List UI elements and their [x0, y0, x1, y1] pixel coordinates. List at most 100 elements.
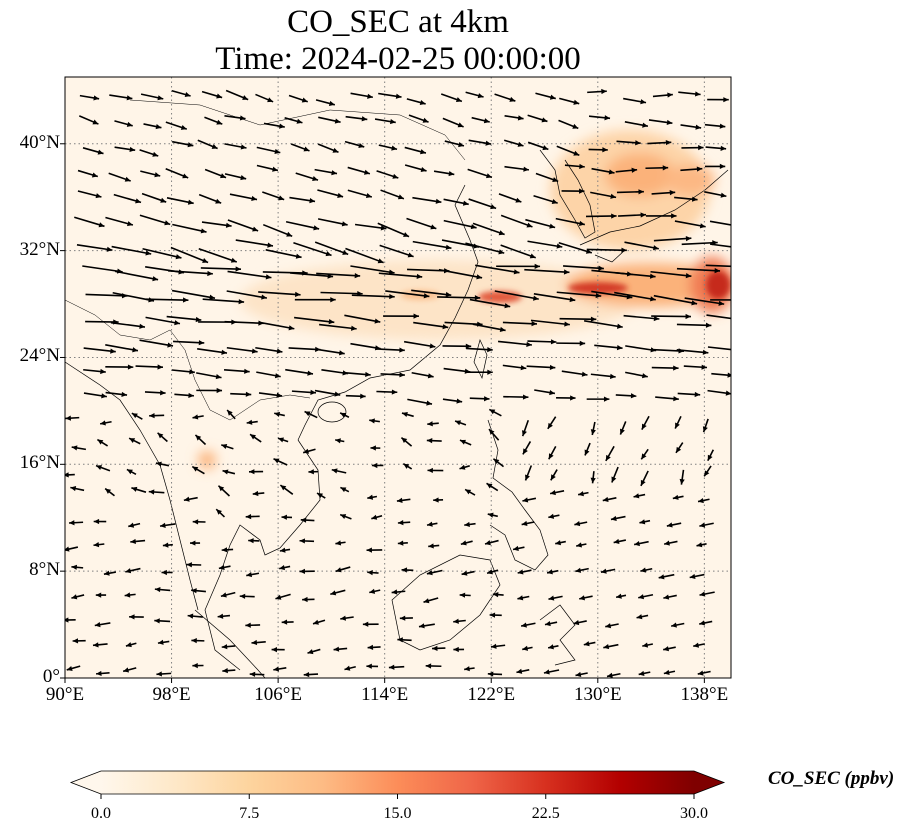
wind-arrow-head: [465, 489, 472, 495]
y-tick-label: 32°N: [19, 238, 60, 260]
wind-arrow-head: [286, 231, 293, 237]
wind-arrow-head: [369, 418, 375, 424]
wind-arrow-head: [157, 364, 163, 370]
colorbar-tick-label: 15.0: [383, 805, 412, 822]
wind-arrow-head: [541, 117, 548, 123]
wind-arrow-head: [98, 222, 105, 228]
wind-arrow-head: [361, 116, 368, 122]
wind-arrow-head: [522, 497, 529, 503]
wind-arrow-head: [664, 540, 670, 546]
wind-arrow-head: [427, 467, 433, 474]
wind-arrow-shaft: [413, 321, 449, 329]
wind-arrow-head: [590, 477, 596, 484]
wind-arrow-shaft: [500, 244, 537, 259]
wind-arrow-head: [338, 350, 345, 356]
wind-arrow-head: [666, 522, 673, 528]
wind-arrow-shaft: [475, 264, 520, 274]
wind-arrow-shaft: [472, 222, 505, 236]
wind-arrow-head: [152, 151, 159, 157]
wind-arrow-head: [126, 121, 133, 127]
wind-arrow-head: [388, 664, 395, 670]
wind-arrow-head: [548, 513, 555, 519]
wind-arrow-shaft: [235, 239, 274, 247]
wind-arrow-head: [696, 166, 703, 172]
wind-arrow-head: [317, 493, 324, 499]
wind-arrow-head: [723, 97, 729, 103]
wind-arrow-head: [667, 92, 673, 98]
wind-arrow-head: [161, 569, 167, 576]
wind-arrow-head: [124, 176, 131, 182]
y-tick-label: 40°N: [19, 131, 60, 153]
wind-arrow-head: [160, 197, 167, 203]
wind-arrow-head: [200, 228, 207, 234]
wind-arrow-head: [603, 396, 610, 402]
wind-arrow-head: [470, 224, 477, 230]
wind-arrow-shaft: [171, 289, 216, 299]
wind-arrow-head: [649, 273, 656, 279]
wind-arrow-head: [92, 119, 99, 125]
wind-arrow-shaft: [319, 323, 357, 330]
wind-arrow-shaft: [563, 265, 604, 270]
wind-arrow-head: [365, 193, 372, 199]
wind-arrow-head: [427, 521, 433, 527]
wind-arrow-head: [638, 189, 644, 195]
tick-marks: [60, 143, 705, 683]
wind-arrow-head: [671, 622, 677, 628]
wind-arrow-head: [391, 589, 398, 595]
wind-arrow-head: [182, 297, 189, 303]
wind-arrow-shaft: [465, 242, 505, 254]
wind-arrow-head: [499, 326, 506, 333]
wind-arrow-head: [72, 638, 79, 644]
wind-arrow-head: [156, 671, 162, 677]
wind-arrow-head: [155, 124, 162, 130]
wind-arrow-head: [186, 562, 192, 568]
wind-arrow-head: [121, 391, 128, 398]
wind-arrow-head: [650, 347, 657, 353]
coast-hainan: [317, 401, 347, 423]
wind-arrow-head: [487, 569, 493, 575]
wind-arrow-head: [702, 426, 708, 433]
wind-arrow-head: [611, 213, 617, 219]
wind-arrow-head: [610, 515, 617, 521]
wind-arrow-head: [652, 245, 659, 251]
wind-arrow-head: [245, 514, 252, 520]
wind-arrow-head: [523, 166, 529, 172]
wind-arrow-head: [71, 564, 78, 570]
wind-arrow-head: [572, 123, 579, 129]
wind-arrow-head: [633, 493, 640, 499]
wind-arrow-head: [575, 671, 582, 677]
wind-arrow-head: [312, 176, 319, 182]
wind-arrow-head: [230, 257, 237, 263]
wind-arrow-head: [202, 258, 209, 263]
wind-arrow-head: [274, 373, 281, 379]
wind-arrow-head: [695, 124, 702, 130]
plume-honshu: [665, 164, 715, 196]
wind-arrow-shaft: [676, 267, 721, 272]
wind-arrow-head: [465, 343, 472, 349]
wind-arrow-head: [267, 242, 273, 248]
plume-broad: [240, 260, 640, 340]
wind-arrow-head: [422, 117, 429, 123]
wind-arrow-head: [636, 614, 643, 620]
wind-arrow-shaft: [115, 270, 159, 281]
wind-arrow-shaft: [170, 246, 209, 264]
wind-arrow-head: [276, 392, 283, 398]
plume-pacific: [565, 263, 731, 307]
wind-arrow-head: [135, 198, 142, 204]
wind-arrow-head: [605, 454, 611, 461]
wind-arrow-head: [248, 538, 254, 544]
wind-arrow-head: [396, 497, 403, 503]
wind-arrow-head: [573, 620, 580, 626]
wind-arrow-head: [195, 434, 202, 441]
wind-arrow-head: [675, 422, 680, 429]
wind-arrow-shaft: [344, 314, 381, 323]
wind-arrow-head: [544, 620, 551, 627]
wind-arrow-head: [157, 432, 164, 439]
wind-arrow-shaft: [524, 268, 570, 274]
wind-arrow-head: [547, 422, 553, 429]
wind-arrow-shaft: [707, 346, 731, 351]
wind-arrow-shaft: [227, 270, 272, 279]
wind-arrow-shaft: [710, 243, 731, 248]
plume-streak-1: [478, 291, 522, 303]
wind-arrow-head: [407, 252, 414, 258]
